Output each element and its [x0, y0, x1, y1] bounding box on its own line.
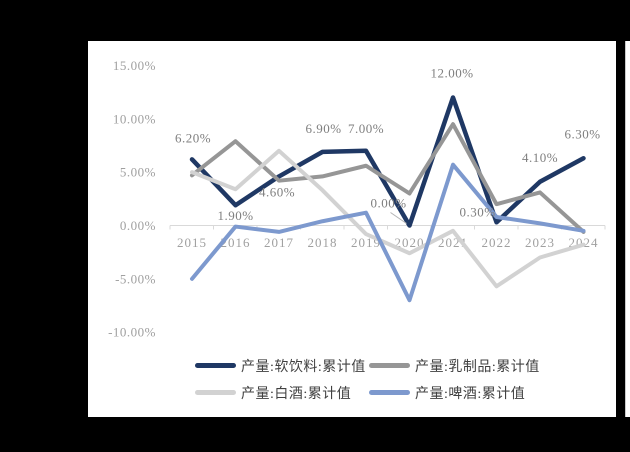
legend-item-soft-drinks: 产量:软饮料:累计值 [195, 356, 369, 376]
line-chart: 15.00% 10.00% 5.00% 0.00% -5.00% -10.00% 2015 2… [108, 58, 606, 340]
legend-swatch-beer [369, 390, 410, 395]
legend-item-beer: 产量:啤酒:累计值 [369, 383, 525, 403]
adjacent-panel-edge [625, 41, 630, 417]
svg-text:2018: 2018 [308, 235, 338, 250]
legend-swatch-baijiu [195, 390, 236, 395]
chart-legend: 产量:软饮料:累计值 产量:乳制品:累计值 产量:白酒:累计值 产量:啤酒:累计… [195, 352, 615, 406]
svg-text:1.90%: 1.90% [217, 208, 253, 223]
svg-text:2017: 2017 [264, 235, 294, 250]
legend-label-dairy: 产量:乳制品:累计值 [415, 359, 540, 375]
svg-text:6.30%: 6.30% [564, 126, 600, 141]
svg-text:6.90%: 6.90% [305, 121, 341, 136]
svg-text:10.00%: 10.00% [113, 111, 156, 126]
svg-text:2023: 2023 [525, 235, 555, 250]
chart-panel: 15.00% 10.00% 5.00% 0.00% -5.00% -10.00% 2015 2… [88, 41, 616, 417]
svg-text:6.20%: 6.20% [175, 130, 211, 145]
legend-swatch-dairy [369, 363, 410, 368]
svg-text:2015: 2015 [177, 235, 207, 250]
svg-text:5.00%: 5.00% [120, 165, 156, 180]
svg-text:-5.00%: -5.00% [115, 271, 156, 286]
legend-label-beer: 产量:啤酒:累计值 [415, 386, 526, 402]
legend-row: 产量:白酒:累计值 产量:啤酒:累计值 [195, 379, 615, 406]
legend-item-dairy: 产量:乳制品:累计值 [369, 356, 540, 376]
svg-text:7.00%: 7.00% [348, 121, 384, 136]
svg-text:4.10%: 4.10% [522, 150, 558, 165]
svg-text:12.00%: 12.00% [430, 65, 473, 80]
legend-row: 产量:软饮料:累计值 产量:乳制品:累计值 [195, 352, 615, 379]
svg-text:-10.00%: -10.00% [108, 325, 156, 340]
svg-text:2020: 2020 [395, 235, 425, 250]
legend-label-baijiu: 产量:白酒:累计值 [241, 386, 352, 402]
legend-label-soft-drinks: 产量:软饮料:累计值 [241, 359, 366, 375]
svg-text:2022: 2022 [482, 235, 512, 250]
svg-text:0.30%: 0.30% [459, 204, 495, 219]
legend-item-baijiu: 产量:白酒:累计值 [195, 383, 369, 403]
svg-text:15.00%: 15.00% [113, 58, 156, 73]
legend-swatch-soft-drinks [195, 363, 236, 368]
svg-text:0.00%: 0.00% [370, 196, 406, 211]
svg-text:4.60%: 4.60% [259, 184, 295, 199]
svg-text:0.00%: 0.00% [120, 218, 156, 233]
